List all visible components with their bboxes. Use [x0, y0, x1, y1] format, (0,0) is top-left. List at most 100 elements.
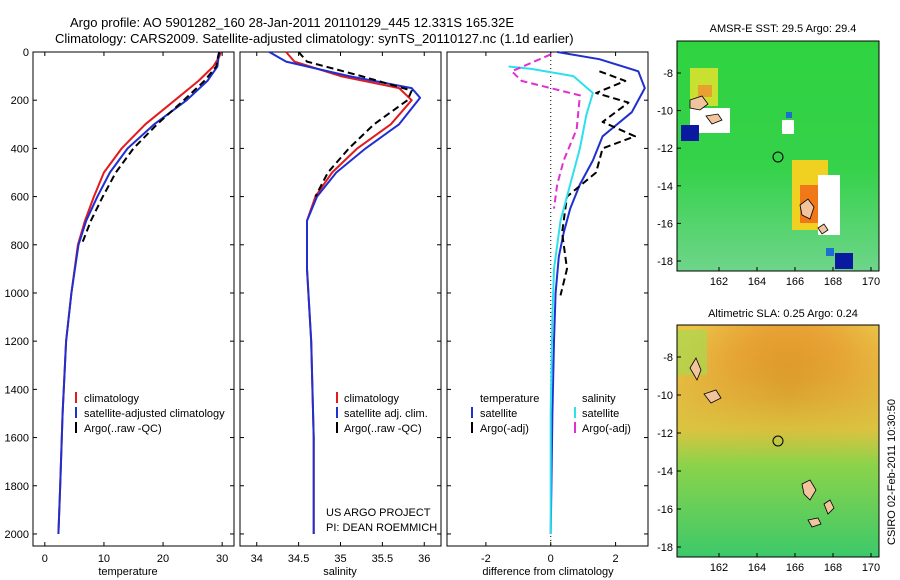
pi-label: PI: DEAN ROEMMICH [326, 522, 437, 534]
salinity-axes [239, 51, 442, 547]
diff-legend-ssat-label: satellite [582, 408, 619, 420]
salinity-series-satellite-adj-clim- [268, 51, 422, 534]
series-layer [57, 51, 646, 546]
salinity-xtick-label: 34.5 [288, 553, 309, 565]
depth-tick-label: 800 [11, 240, 29, 252]
depth-tick-label: 1000 [5, 288, 29, 300]
sst-island-1 [689, 95, 709, 111]
difference-legend: temperature satellite Argo(-adj) salinit… [471, 393, 631, 435]
sla-float-marker [772, 435, 784, 447]
temperature-xtick-label: 30 [216, 553, 228, 565]
sla_map-ytick-label: -14 [657, 466, 673, 478]
sst_map-xtick-label: 162 [710, 276, 728, 288]
sla_map-ytick-label: -12 [657, 428, 673, 440]
sst-map: 162 164 166 168 170 -8 -10 -12 -14 -16 -18 [657, 40, 880, 288]
legend-satellite-label: satellite-adjusted climatology [84, 408, 225, 420]
temperature-xtick-label: 20 [157, 553, 169, 565]
sst_map-xtick-label: 166 [786, 276, 804, 288]
sst_map-xtick-label: 170 [862, 276, 880, 288]
difference-series-temperature-argo-adj- [559, 70, 636, 296]
temperature-series-satellite-adjusted-climatology [57, 51, 221, 535]
sla-island-1 [689, 357, 702, 381]
sst-landmask-3 [782, 120, 794, 134]
sst-cold-4 [826, 248, 834, 256]
difference-series-temperature-satellite [549, 51, 646, 535]
sst_map-ytick-label: -12 [657, 143, 673, 155]
sal-legend-argo-label: Argo(..raw -QC) [344, 423, 422, 435]
sst-cold-2 [835, 253, 853, 269]
diff-legend-temperature-title: temperature [480, 393, 539, 405]
difference-xlabel: difference from climatology [482, 566, 614, 578]
difference-xtick-label: -2 [481, 553, 491, 565]
depth-tick-label: 600 [11, 192, 29, 204]
sla_map-ytick-label: -8 [663, 352, 673, 364]
depth-tick-label: 400 [11, 143, 29, 155]
depth-tick-label: 200 [11, 95, 29, 107]
sla_map-xtick-label: 170 [862, 562, 880, 574]
sla-map-title: Altimetric SLA: 0.25 Argo: 0.24 [708, 308, 858, 320]
sla_map-ytick-label: -10 [657, 390, 673, 402]
sla-map-ticks: 162 164 166 168 170 -8 -10 -12 -14 -16 -18 [657, 352, 880, 574]
sla-map-frame [676, 324, 880, 558]
sla_map-xtick-label: 164 [748, 562, 766, 574]
temperature-legend: climatology satellite-adjusted climatolo… [75, 392, 225, 435]
difference-series-salinity-satellite [508, 65, 594, 534]
salinity-xtick-label: 36 [418, 553, 430, 565]
sst_map-xtick-label: 164 [748, 276, 766, 288]
sla-island-4 [823, 499, 835, 515]
legend-overflow-mask [235, 395, 239, 435]
depth-tick-label: 2000 [5, 529, 29, 541]
temperature-xtick-label: 0 [42, 553, 48, 565]
salinity-xtick-label: 34 [251, 553, 263, 565]
difference-series-salinity-argo-adj- [510, 53, 581, 209]
temperature-axes [32, 51, 235, 547]
sst-float-marker [772, 151, 784, 163]
sla_map-xtick-label: 168 [824, 562, 842, 574]
difference-xtick-label: 2 [613, 553, 619, 565]
axis-ticks-layer: 0 10 20 30 0 200 400 600 800 1000 1200 1400 1600 1800… [5, 47, 648, 565]
depth-tick-label: 1200 [5, 336, 29, 348]
depth-tick-label: 1400 [5, 384, 29, 396]
depth-tick-label: 1800 [5, 481, 29, 493]
project-label: US ARGO PROJECT [326, 507, 431, 519]
temperature-xlabel: temperature [98, 566, 157, 578]
sla-island-5 [807, 517, 822, 528]
difference-xtick-label: 0 [548, 553, 554, 565]
sst-map-ticks: 162 164 166 168 170 -8 -10 -12 -14 -16 -18 [657, 68, 880, 288]
sla-island-2 [703, 389, 722, 404]
sla_map-ytick-label: -18 [657, 542, 673, 554]
sal-legend-satellite-label: satellite adj. clim. [344, 408, 428, 420]
sal-legend-climatology-label: climatology [344, 393, 400, 405]
sst_map-ytick-label: -14 [657, 181, 673, 193]
salinity-xlabel: salinity [323, 566, 357, 578]
sst_map-ytick-label: -8 [663, 68, 673, 80]
temperature-series-argo-raw-qc- [80, 51, 221, 246]
sst_map-ytick-label: -18 [657, 256, 673, 268]
sst-map-title: AMSR-E SST: 29.5 Argo: 29.4 [710, 23, 857, 35]
sla_map-xtick-label: 162 [710, 562, 728, 574]
sst_map-ytick-label: -16 [657, 218, 673, 230]
legend-climatology-label: climatology [84, 393, 140, 405]
sla-island-3 [801, 479, 817, 501]
sst-orange-patch [698, 85, 712, 97]
salinity-xtick-label: 35 [334, 553, 346, 565]
sla_map-xtick-label: 166 [786, 562, 804, 574]
temperature-xtick-label: 10 [98, 553, 110, 565]
depth-tick-label: 1600 [5, 433, 29, 445]
diff-legend-targo-label: Argo(-adj) [480, 423, 529, 435]
sst-cold-3 [786, 112, 792, 118]
diff-legend-tsat-label: satellite [480, 408, 517, 420]
sst-cold-1 [681, 125, 699, 141]
difference-axes [446, 51, 649, 547]
sst-island-2 [705, 113, 723, 125]
csiro-stamp: CSIRO 02-Feb-2011 10:30:50 [886, 399, 898, 545]
diff-legend-sargo-label: Argo(-adj) [582, 423, 631, 435]
legend-argo-label: Argo(..raw -QC) [84, 423, 162, 435]
sst_map-xtick-label: 168 [824, 276, 842, 288]
sst-map-frame [676, 40, 880, 272]
salinity-xtick-label: 35.5 [372, 553, 393, 565]
figure-title-line1: Argo profile: AO 5901282_160 28-Jan-2011… [70, 15, 514, 30]
sla_map-ytick-label: -16 [657, 504, 673, 516]
diff-legend-salinity-title: salinity [582, 393, 616, 405]
